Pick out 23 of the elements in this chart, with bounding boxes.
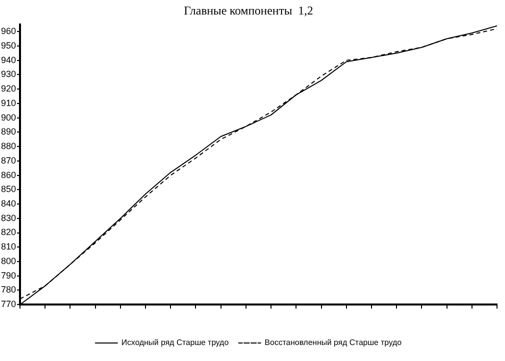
legend-label: Восстановленный ряд Старше трудо [264,338,402,348]
y-tick-label: 860 [0,170,16,180]
y-tick-label: 770 [0,299,16,310]
y-tick-label: 910 [0,98,16,108]
y-tick-label: 810 [0,242,16,252]
y-tick-label: 920 [0,84,16,94]
y-tick-label: 940 [0,54,16,65]
y-tick-label: 840 [0,198,16,208]
y-tick-label: 870 [0,155,16,166]
y-tick-label: 880 [0,141,16,152]
y-tick-label: 930 [0,69,16,80]
y-tick-label: 820 [0,227,16,238]
legend-label: Исходный ряд Старше трудо [121,338,230,348]
chart-title: Главные компоненты 1,2 [184,3,314,18]
y-tick-label: 890 [0,126,16,137]
y-tick-label: 960 [0,26,16,36]
y-tick-label: 900 [0,112,16,122]
y-tick-label: 950 [0,40,16,50]
y-tick-label: 780 [0,284,16,295]
y-tick-label: 790 [0,270,16,280]
y-tick-label: 850 [0,184,16,194]
y-tick-label: 830 [0,212,16,223]
y-tick-label: 800 [0,256,16,266]
